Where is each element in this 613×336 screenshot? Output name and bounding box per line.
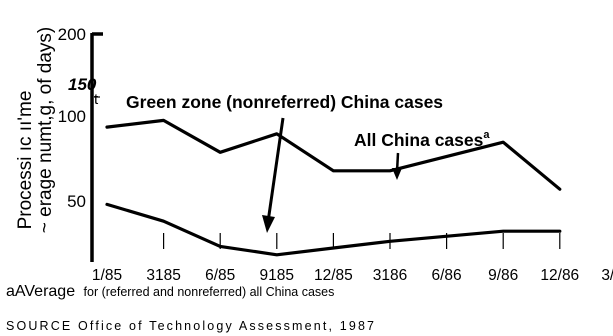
annotation-all-china-superscript: a (483, 129, 490, 141)
series-line-green-zone-cases (105, 202, 562, 257)
x-tick-label: 6/86 (432, 267, 462, 284)
x-tick-marks (163, 233, 561, 249)
source-note: SOURCE Office of Technology Assessment, … (6, 319, 374, 333)
x-tick-label: 9185 (260, 267, 294, 284)
footnote: aAVerage for (referred and nonreferred) … (6, 283, 334, 300)
stray-axis-mark: t (94, 91, 99, 108)
y-tick-labels: 200 150 100 50 (58, 25, 97, 211)
x-tick-label: 12/85 (314, 267, 353, 284)
series-line-all-china-cases (105, 118, 562, 191)
x-tick-label: 9/86 (488, 267, 518, 284)
x-tick-label: 3186 (373, 267, 407, 284)
y-axis-title-line1: Processi ıc ıı'me (15, 91, 36, 230)
y-tick-label: 50 (67, 192, 86, 211)
arrow-all-china (392, 152, 402, 180)
footnote-text: for (referred and nonreferred) all China… (84, 285, 335, 299)
annotation-green-zone: Green zone (nonreferred) China cases (126, 92, 443, 112)
x-tick-labels: 1/85 3185 6/85 9185 12/85 3186 6/86 9/86 12/86 3/… (92, 267, 613, 284)
arrow-green-zone (262, 117, 285, 233)
y-axis-title-line2: ~ erage numt,g, of days) (35, 27, 56, 233)
x-tick-label: 3/87 (601, 267, 613, 284)
footnote-lead: aAVerage (6, 283, 75, 300)
x-tick-label: 12/86 (540, 267, 579, 284)
y-axis-title: Processi ıc ıı'me ~ erage numt,g, of day… (15, 27, 56, 233)
y-tick-label: 100 (58, 107, 86, 126)
annotation-all-china: All China casesa (354, 129, 490, 150)
x-tick-label: 3185 (146, 267, 180, 284)
y-tick-label: 150 (68, 75, 97, 94)
x-tick-label: 1/85 (92, 267, 122, 284)
x-tick-label: 6/85 (205, 267, 235, 284)
annotation-all-china-text: All China cases (354, 130, 484, 150)
y-tick-label: 200 (58, 25, 86, 44)
